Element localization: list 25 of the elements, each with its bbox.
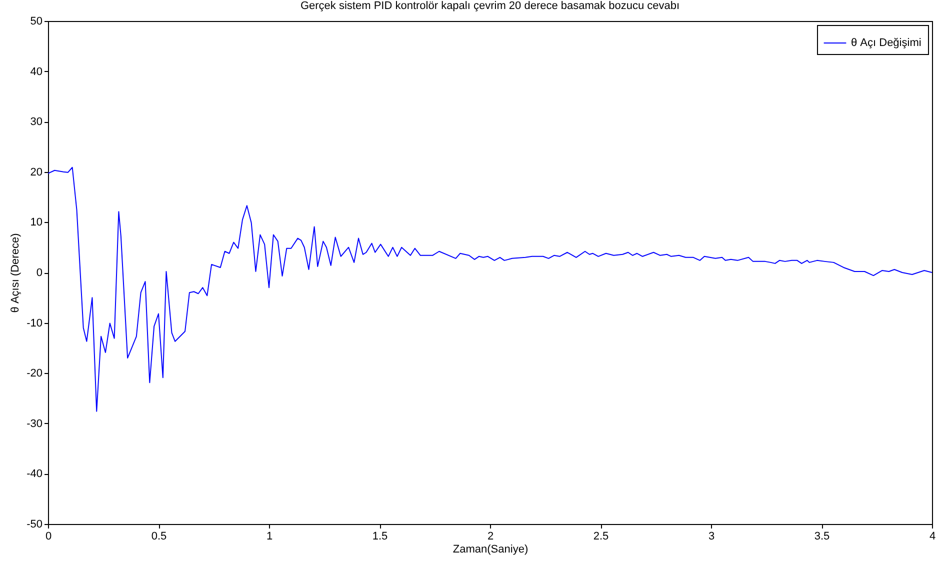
y-tick-label: 30 <box>30 116 42 128</box>
x-tick-label: 0.5 <box>151 530 167 542</box>
y-tick-label: -30 <box>26 418 42 430</box>
y-axis-title: θ Açısı (Derece) <box>10 233 22 313</box>
x-tick-label: 3.5 <box>814 530 830 542</box>
y-tick-label: -20 <box>26 368 42 380</box>
y-tick-label: 10 <box>30 216 42 229</box>
x-tick-label: 0 <box>45 530 52 542</box>
y-tick-label: 0 <box>36 267 42 279</box>
y-tick-label: -10 <box>26 317 42 330</box>
y-tick-label: 40 <box>30 66 42 78</box>
x-tick-label: 2.5 <box>593 530 609 542</box>
y-tick-label: 50 <box>30 16 42 28</box>
line-series <box>48 166 932 412</box>
legend-label: θ Açı Değişimi <box>851 37 922 49</box>
x-axis-title: Zaman(Saniye) <box>452 544 528 556</box>
chart-title: Gerçek sistem PID kontrolör kapalı çevrim 20 derece basamak bozucu cevabı <box>300 0 680 12</box>
y-tick-label: -40 <box>26 468 42 480</box>
x-tick-label: 2 <box>487 530 494 542</box>
x-tick-label: 3 <box>708 530 715 542</box>
y-tick-label: -50 <box>26 518 42 530</box>
y-tick-label: 20 <box>30 166 42 178</box>
x-tick-label: 4 <box>929 530 936 542</box>
x-tick-label: 1.5 <box>372 530 388 542</box>
x-tick-label: 1 <box>266 530 273 542</box>
